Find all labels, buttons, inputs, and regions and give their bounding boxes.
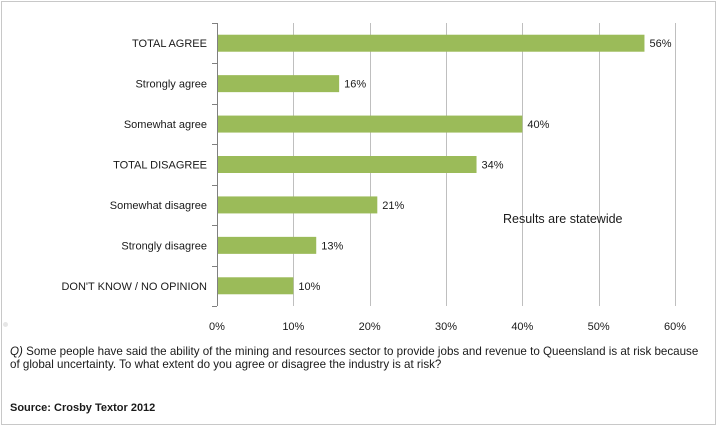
category-label: Strongly disagree [121,240,207,252]
x-tick-label: 0% [209,321,225,333]
chart-annotation: Results are statewide [503,212,623,226]
x-tick-label: 50% [588,321,610,333]
bar [218,156,477,173]
data-label: 34% [482,160,504,172]
x-tick-label: 60% [664,321,686,333]
data-label: 13% [321,240,343,252]
question-text: Some people have said the ability of the… [10,345,699,371]
data-label: 40% [527,119,549,131]
bar [218,34,645,52]
bar-chart: TOTAL AGREE 56% Strongly agree 16% Somewhat … [61,23,686,333]
category-label: Somewhat disagree [110,200,207,212]
x-tick-label: 40% [511,321,533,333]
bar [218,75,340,93]
category-label: Strongly agree [135,79,207,91]
bar [218,115,523,133]
category-label: TOTAL DISAGREE [113,160,207,172]
data-label: 56% [649,38,671,50]
data-label: 10% [298,281,320,293]
x-tick-label: 10% [282,321,304,333]
data-label: 21% [382,200,404,212]
category-label: Somewhat agree [124,119,207,131]
category-label: TOTAL AGREE [132,38,207,50]
x-tick-label: 20% [359,321,381,333]
question-prefix: Q) [10,345,23,358]
x-tick-label: 30% [435,321,457,333]
source-note: Source: Crosby Textor 2012 [10,402,156,414]
survey-question: Q) Some people have said the ability of … [10,345,705,371]
bar [218,236,317,254]
decorative-dot [3,322,8,327]
bar [218,196,378,214]
bar [218,277,294,295]
data-label: 16% [344,79,366,91]
category-label: DON'T KNOW / NO OPINION [61,281,207,293]
